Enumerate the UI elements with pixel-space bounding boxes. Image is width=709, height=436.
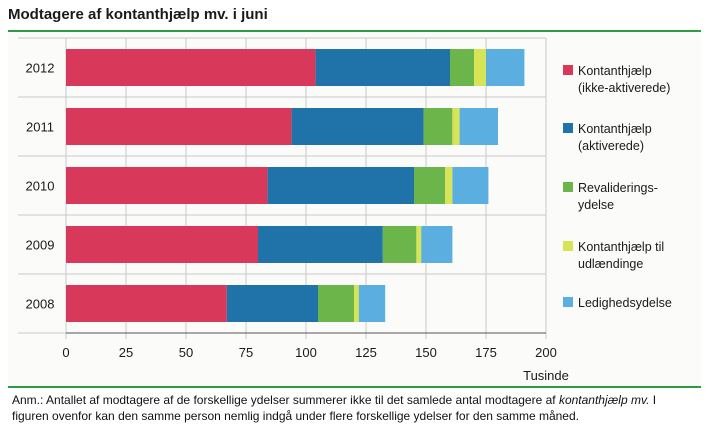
bar-2010-series-1 [267,167,414,204]
legend-label-2: ydelse [578,198,614,212]
x-tick-label-125: 125 [355,345,377,360]
bar-2012-series-3 [474,49,486,86]
x-tick-label-175: 175 [475,345,497,360]
top-rule [8,30,701,32]
chart-note: Anm.: Antallet af modtagere af de forske… [12,392,692,424]
legend-swatch-0 [563,65,573,75]
x-tick-label-150: 150 [415,345,437,360]
legend-swatch-1 [563,123,573,133]
bar-2012-series-1 [315,49,450,86]
legend-label-0: (ikke-aktiverede) [578,81,670,95]
bar-2011-series-0 [66,108,292,145]
bar-2009-series-1 [258,226,383,263]
bar-2011-series-1 [291,108,424,145]
bar-2009-series-2 [382,226,417,263]
x-tick-label-25: 25 [119,345,133,360]
legend-label-3: udlændinge [578,257,643,271]
note-text-1: Anm.: Antallet af modtagere af de forske… [12,393,559,407]
bar-2009-series-0 [66,226,258,263]
y-tick-label-2011: 2011 [26,120,54,135]
bar-2010-series-3 [445,167,453,204]
bar-2008-series-0 [66,285,227,322]
bar-2010-series-2 [414,167,446,204]
bottom-rule [8,386,701,388]
legend-label-1: (aktiverede) [578,139,644,153]
legend-label-3: Kontanthjælp til [578,240,664,254]
x-tick-label-200: 200 [535,345,557,360]
bar-2012-series-0 [66,49,316,86]
legend-label-2: Revaliderings- [578,181,658,195]
bar-2008-series-4 [358,285,386,322]
x-tick-label-100: 100 [295,345,317,360]
note-text-italic: kontanthjælp mv. [558,393,650,407]
chart-title: Modtagere af kontanthjælp mv. i juni [8,6,268,23]
bar-2011-series-4 [459,108,498,145]
legend-swatch-3 [563,241,573,251]
bar-2010-series-0 [66,167,268,204]
x-tick-label-0: 0 [62,345,69,360]
bar-2008-series-1 [226,285,318,322]
legend-label-1: Kontanthjælp [578,122,652,136]
note-text-2: I figuren ovenfor kan den samme person n… [12,393,657,423]
bar-2011-series-2 [423,108,453,145]
y-tick-label-2010: 2010 [26,179,55,194]
legend-swatch-4 [563,297,573,307]
x-tick-label-50: 50 [179,345,193,360]
legend-label-0: Kontanthjælp [578,64,652,78]
bar-2008-series-3 [354,285,359,322]
y-tick-label-2008: 2008 [26,297,55,312]
legend-swatch-2 [563,182,573,192]
y-tick-label-2009: 2009 [26,238,55,253]
bar-2009-series-4 [421,226,453,263]
bar-2012-series-4 [486,49,525,86]
x-axis-label: Tusinde [523,368,569,383]
y-tick-label-2012: 2012 [26,61,55,76]
chart-background [8,32,701,386]
x-tick-label-75: 75 [239,345,253,360]
legend-label-4: Ledighedsydelse [578,296,672,310]
bar-2011-series-3 [452,108,460,145]
bar-2009-series-3 [416,226,422,263]
bar-2010-series-4 [452,167,489,204]
bar-2012-series-2 [450,49,474,86]
bar-2008-series-2 [318,285,354,322]
